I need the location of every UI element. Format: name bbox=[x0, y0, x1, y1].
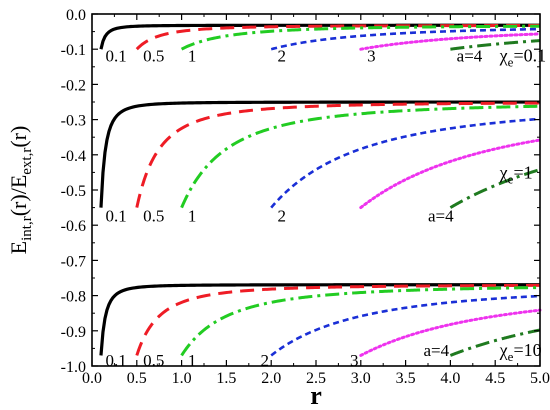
y-tick-label: -0.1 bbox=[61, 42, 86, 59]
x-tick-label: 3.5 bbox=[396, 370, 416, 387]
series-line-panel3-a4 bbox=[449, 328, 541, 357]
a-value-label: 1 bbox=[188, 206, 197, 225]
a-value-label: 0.5 bbox=[143, 206, 164, 225]
a-value-label: 0.1 bbox=[105, 47, 126, 66]
y-label-sub2: ext,r bbox=[19, 148, 35, 175]
a-value-label: a=4 bbox=[428, 206, 454, 225]
x-tick-label: 0.5 bbox=[127, 370, 147, 387]
x-axis-ticks: 0.0 0.5 1.0 1.5 2.0 2.5 3.0 3.5 4.0 4.5 5.0 bbox=[82, 14, 550, 387]
a-value-label: 0.5 bbox=[143, 47, 164, 66]
series-line-panel1-a0_5 bbox=[135, 24, 541, 51]
y-axis-ticks: 0.0 -0.1 -0.2 -0.3 -0.4 -0.5 -0.6 -0.7 -0.8 -0.9 -… bbox=[61, 7, 540, 376]
a-value-label: 2 bbox=[277, 47, 286, 66]
x-tick-label: 2.5 bbox=[306, 370, 326, 387]
y-tick-label: -0.8 bbox=[61, 289, 86, 306]
series-line-panel1-a1 bbox=[180, 24, 541, 51]
y-label-mid: (r)/E bbox=[6, 175, 31, 217]
x-tick-label: 4.5 bbox=[485, 370, 505, 387]
x-tick-label: 2.0 bbox=[261, 370, 281, 387]
series-line-panel2-a0_5 bbox=[135, 101, 540, 208]
chi-label-panel2: χe=1 bbox=[499, 162, 533, 186]
a-value-label: 0.5 bbox=[143, 351, 164, 370]
y-tick-label: -0.7 bbox=[61, 253, 86, 270]
series-line-panel1-a2 bbox=[270, 27, 541, 51]
series-line-panel1-a4 bbox=[450, 39, 541, 51]
series-line-panel3-a3 bbox=[359, 308, 542, 357]
x-tick-label: 4.0 bbox=[440, 370, 460, 387]
a-value-label: 2 bbox=[277, 206, 286, 225]
plot-frame bbox=[91, 13, 541, 367]
x-tick-label: 0.0 bbox=[82, 370, 102, 387]
a-value-label: 1 bbox=[188, 47, 197, 66]
chi-labels-layer: χe=0.1 χe=1 χe=10 bbox=[499, 46, 546, 365]
a-value-label: 3 bbox=[350, 351, 359, 370]
y-tick-label: -0.6 bbox=[61, 218, 86, 235]
a-value-label: 2 bbox=[260, 351, 269, 370]
series-line-panel2-a3 bbox=[359, 138, 542, 210]
y-tick-label: 0.0 bbox=[66, 7, 86, 24]
y-tick-label: -0.2 bbox=[61, 77, 86, 94]
curves-layer bbox=[99, 23, 542, 357]
x-tick-label: 3.0 bbox=[351, 370, 371, 387]
series-line-panel2-a2 bbox=[270, 117, 541, 209]
x-axis-label: r bbox=[310, 381, 322, 410]
chi-label-panel3: χe=10 bbox=[499, 340, 542, 364]
y-label-end: (r) bbox=[6, 126, 31, 148]
a-value-label: a=4 bbox=[424, 341, 450, 360]
y-tick-label: -0.3 bbox=[61, 113, 86, 130]
series-line-panel1-a3 bbox=[359, 32, 542, 51]
series-line-panel3-a1 bbox=[180, 286, 541, 357]
y-label-sub1: int,r bbox=[19, 216, 35, 241]
y-label-base: E bbox=[6, 241, 31, 254]
a-value-label: 3 bbox=[367, 47, 376, 66]
a-value-label: 0.1 bbox=[105, 206, 126, 225]
series-line-panel2-a1 bbox=[180, 104, 541, 209]
a-labels-layer: 0.1 0.5 1 2 3 a=4 0.1 0.5 1 2 a=4 0.1 0.5 1 2 3 a=4 bbox=[105, 47, 482, 370]
x-tick-label: 1.0 bbox=[172, 370, 192, 387]
series-line-panel3-a2 bbox=[270, 294, 541, 357]
a-value-label: a=4 bbox=[457, 47, 483, 66]
a-value-label: 1 bbox=[188, 351, 197, 370]
y-tick-label: -0.4 bbox=[61, 148, 86, 165]
x-tick-label: 1.5 bbox=[216, 370, 236, 387]
y-tick-label: -1.0 bbox=[61, 359, 86, 376]
y-tick-label: -0.9 bbox=[61, 324, 86, 341]
series-line-panel2-a4 bbox=[449, 168, 541, 209]
x-tick-label: 5.0 bbox=[530, 370, 550, 387]
series-line-panel3-a0_5 bbox=[135, 283, 540, 356]
a-value-label: 0.1 bbox=[105, 351, 126, 370]
chi-label-panel1: χe=0.1 bbox=[499, 46, 546, 70]
y-tick-label: -0.5 bbox=[61, 183, 86, 200]
y-axis-label: Eint,r(r)/Eext,r(r) bbox=[6, 126, 35, 255]
